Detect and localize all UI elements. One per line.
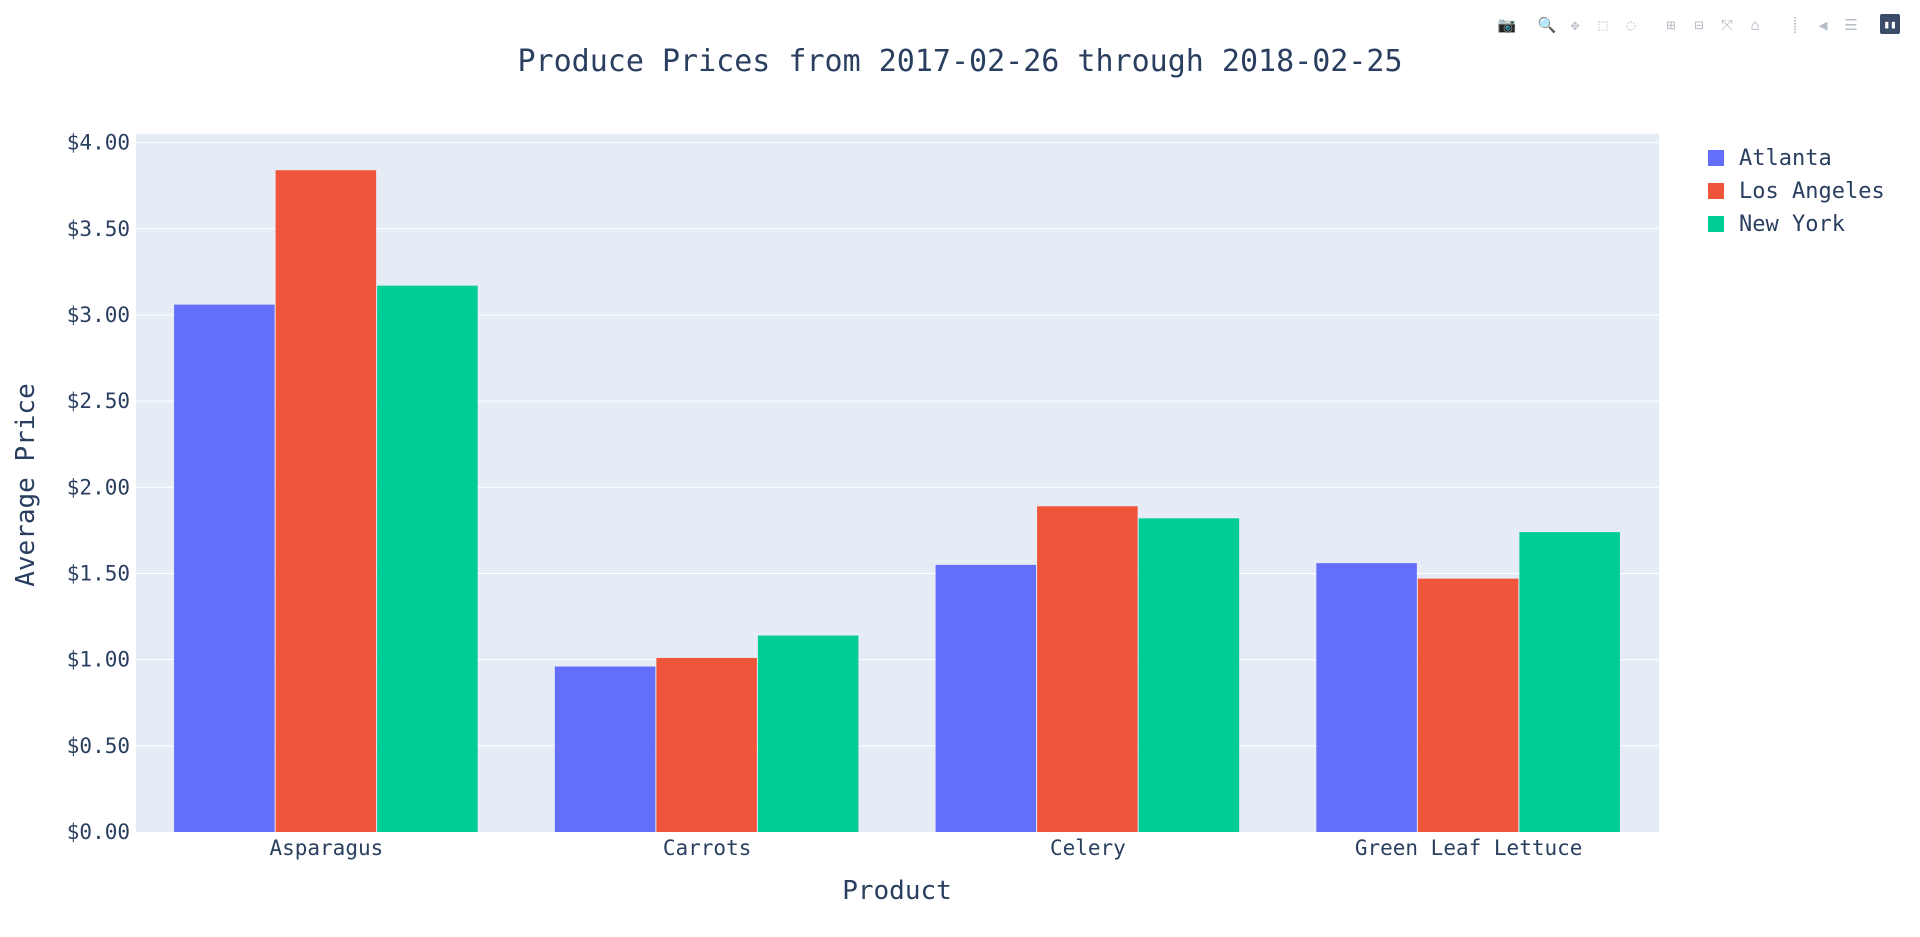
x-tick-label: Asparagus (269, 836, 383, 860)
plotly-logo-icon[interactable]: ▮▮ (1880, 14, 1900, 34)
bar-atlanta (1316, 563, 1417, 832)
autoscale-icon[interactable]: ⤧ (1720, 15, 1733, 34)
modebar: 📷 🔍 ✥ ⬚ ◌ ⊞ ⊟ ⤧ ⌂ ⸽ ◀ ☰ ▮▮ (1482, 14, 1900, 36)
y-tick-label: $2.00 (67, 475, 130, 499)
y-axis-title: Average Price (11, 383, 41, 587)
bar-los-angeles (275, 170, 377, 832)
bar-new-york (757, 635, 859, 832)
pan-icon[interactable]: ✥ (1570, 15, 1580, 34)
bar-new-york (1519, 532, 1620, 832)
x-axis-title: Product (842, 876, 952, 906)
bar-new-york (1138, 518, 1240, 832)
bar-new-york (377, 285, 478, 832)
zoom-out-icon[interactable]: ⊟ (1694, 15, 1704, 34)
bar-los-angeles (1037, 506, 1138, 832)
y-axis-ticks: $0.00 $0.50 $1.00 $1.50 $2.00 $2.50 $3.00 $3.50… (67, 131, 130, 844)
bar-atlanta (935, 564, 1037, 832)
toggle-spike-lines-icon[interactable]: ⸽ (1793, 15, 1797, 34)
bar-los-angeles (656, 657, 757, 832)
x-axis-ticks: Asparagus Carrots Celery Green Leaf Lettuce (269, 836, 1582, 860)
x-tick-label: Celery (1050, 836, 1126, 860)
camera-icon[interactable]: 📷 (1497, 15, 1517, 34)
legend-swatch (1708, 150, 1724, 166)
y-tick-label: $0.50 (67, 734, 130, 758)
legend-label: Los Angeles (1739, 179, 1885, 204)
y-tick-label: $1.00 (67, 648, 130, 672)
x-tick-label: Green Leaf Lettuce (1355, 836, 1583, 860)
box-select-icon[interactable]: ⬚ (1598, 15, 1608, 34)
y-tick-label: $2.50 (67, 389, 130, 413)
bar-atlanta (554, 666, 656, 832)
reset-axes-icon[interactable]: ⌂ (1750, 15, 1760, 34)
y-tick-label: $3.00 (67, 303, 130, 327)
legend-label: Atlanta (1739, 146, 1832, 171)
zoom-in-icon[interactable]: ⊞ (1666, 15, 1676, 34)
lasso-select-icon[interactable]: ◌ (1626, 15, 1636, 34)
hover-compare-icon[interactable]: ☰ (1844, 15, 1858, 34)
y-tick-label: $1.50 (67, 561, 130, 585)
legend-swatch (1708, 216, 1724, 232)
y-tick-label: $3.50 (67, 217, 130, 241)
chart-title: Produce Prices from 2017-02-26 through 2… (517, 44, 1402, 79)
zoom-icon[interactable]: 🔍 (1537, 15, 1557, 34)
x-tick-label: Carrots (663, 836, 752, 860)
legend: Atlanta Los Angeles New York (1708, 146, 1885, 237)
bar-los-angeles (1417, 578, 1519, 832)
bar-atlanta (174, 304, 275, 833)
hover-closest-icon[interactable]: ◀ (1818, 15, 1828, 34)
bars (174, 170, 1620, 833)
y-tick-label: $0.00 (67, 820, 130, 844)
y-tick-label: $4.00 (67, 131, 130, 155)
legend-swatch (1708, 183, 1724, 199)
legend-label: New York (1739, 212, 1845, 237)
